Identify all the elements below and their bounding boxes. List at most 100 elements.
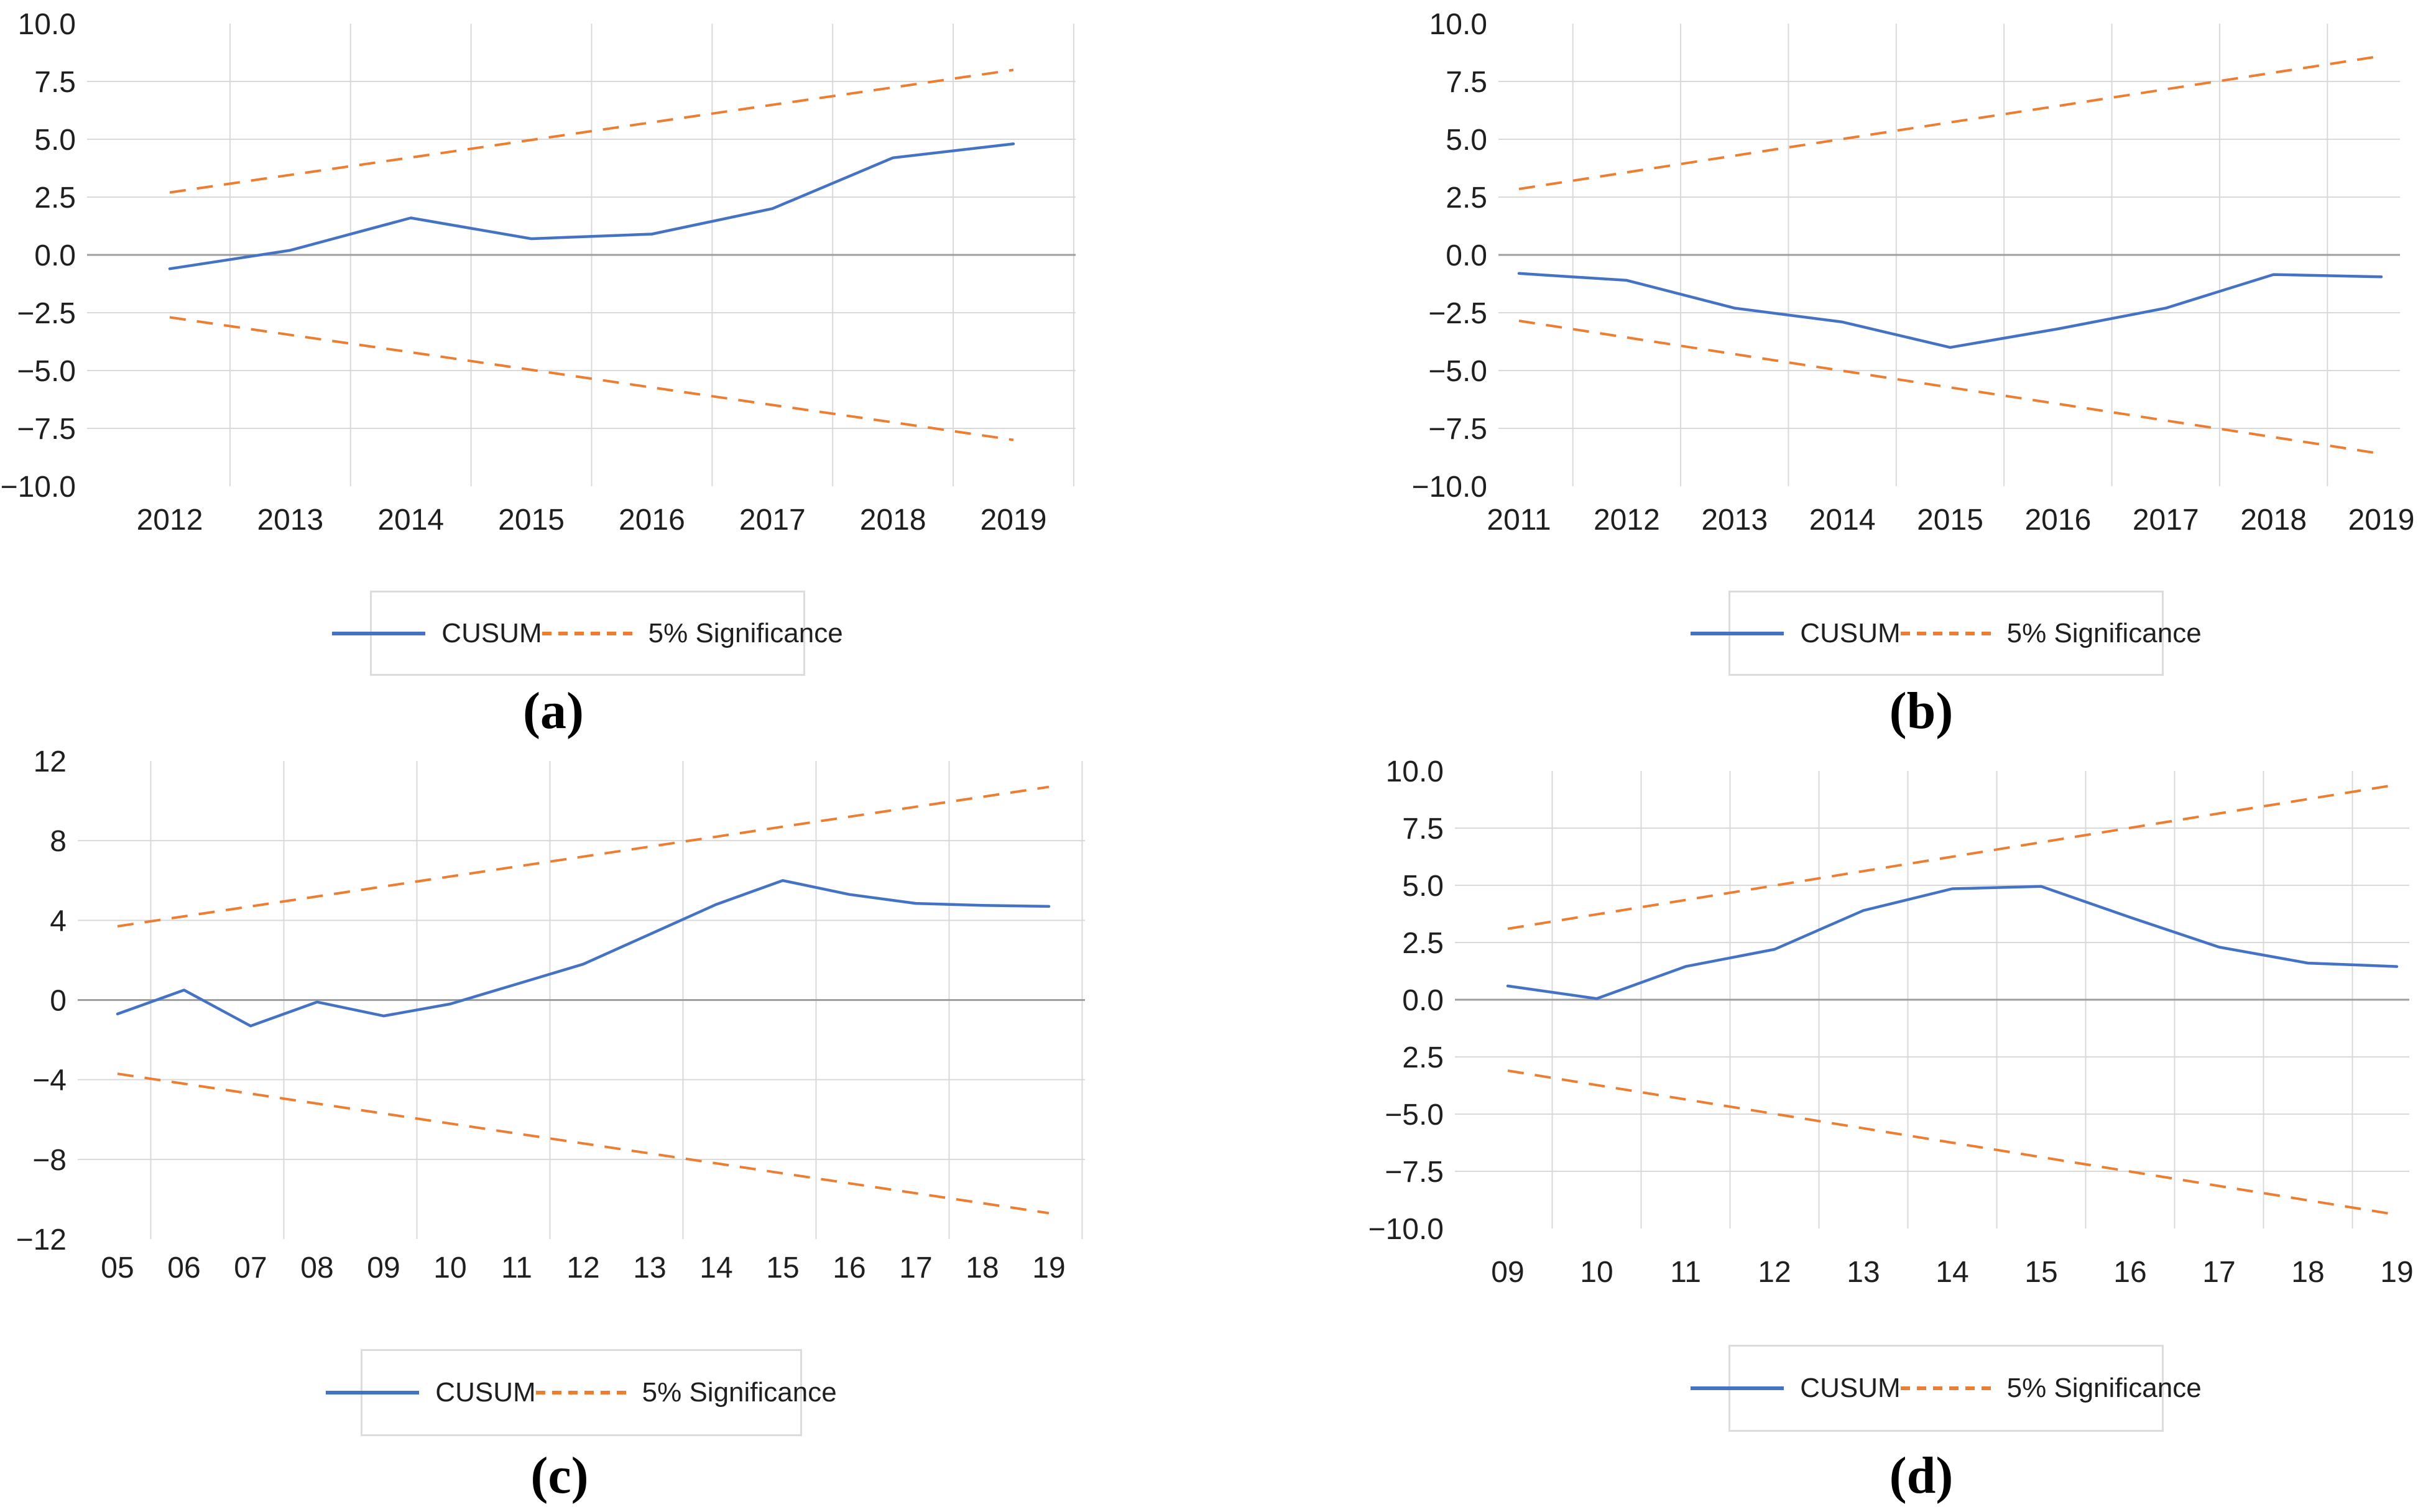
chart-a-x-tick-label: 2018 — [860, 504, 926, 537]
chart-c-y-tick-label: 4 — [50, 905, 67, 938]
chart-a-y-tick-label: 10.0 — [18, 8, 76, 41]
cusum-line-sample-icon — [332, 631, 426, 635]
chart-b-y-tick-label: 0.0 — [1446, 239, 1487, 272]
chart-d-x-tick-label: 18 — [2291, 1256, 2324, 1289]
chart-c-y-tick-label: −12 — [16, 1224, 67, 1256]
legend-cusum-swatch — [326, 1389, 420, 1396]
chart-b-y-tick-label: −5.0 — [1428, 355, 1487, 388]
chart-d-x-tick-label: 09 — [1491, 1256, 1524, 1289]
legend-cusum-label: CUSUM — [435, 1377, 536, 1408]
chart-c-y-tick-label: 12 — [34, 745, 67, 778]
chart-a-y-tick-label: 2.5 — [34, 182, 76, 214]
chart-c-significance-upper-line — [117, 785, 1050, 928]
chart-d-x-tick-label: 13 — [1847, 1256, 1880, 1289]
chart-d-y-tick-label: 2.5 — [1402, 927, 1444, 960]
chart-a: 10.0 7.5 5.0 2.5 0.0 −2.5 −5.0 −7.5 −10.0 2012 201… — [1, 8, 1076, 537]
chart-b-x-tick-label: 2018 — [2240, 504, 2307, 537]
cusum-line-sample-icon — [326, 1391, 420, 1394]
legend-cusum-label: CUSUM — [441, 617, 542, 648]
legend-significance-label: 5% Significance — [642, 1377, 837, 1408]
chart-c: 12 8 4 0 −4 −8 −12 05 06 07 08 09 10 11 12 13 14 15 16 17 18… — [16, 745, 1085, 1284]
chart-d: 10.0 7.5 5.0 2.5 0.0 2.5 −5.0 −7.5 −10.0 09 10 11 12… — [1368, 755, 2414, 1289]
chart-b-significance-lower-line — [1518, 320, 2382, 455]
chart-b-y-tick-label: 5.0 — [1446, 124, 1487, 157]
chart-d-y-tick-label: −7.5 — [1385, 1156, 1444, 1189]
chart-d-y-tick-label: 5.0 — [1402, 870, 1444, 903]
chart-c-x-tick-label: 07 — [234, 1252, 267, 1284]
chart-b-significance-upper-line — [1518, 55, 2382, 190]
chart-b-x-tick-label: 2011 — [1487, 504, 1551, 537]
legend-significance-label: 5% Significance — [2006, 617, 2202, 648]
chart-a-x-tick-label: 2015 — [498, 504, 565, 537]
chart-d-y-tick-label: 2.5 — [1402, 1041, 1444, 1074]
chart-d-x-tick-label: 14 — [1936, 1256, 1968, 1289]
chart-a-x-tick-label: 2014 — [377, 504, 444, 537]
chart-b-y-tick-label: 7.5 — [1446, 66, 1487, 99]
chart-a-y-tick-label: 7.5 — [34, 66, 76, 99]
caption-b: (b) — [1889, 682, 1954, 740]
chart-a-x-tick-label: 2013 — [257, 504, 323, 537]
chart-d-significance-lower-line — [1507, 1069, 2397, 1216]
chart-d-significance-upper-line — [1507, 783, 2397, 930]
chart-d-x-tick-label: 15 — [2024, 1256, 2057, 1289]
caption-a: (a) — [523, 682, 584, 740]
dashed-line-sample-icon — [1900, 1386, 1991, 1390]
chart-a-y-tick-label: −7.5 — [17, 413, 76, 446]
caption-d: (d) — [1889, 1447, 1954, 1505]
chart-c-y-tick-label: −4 — [32, 1064, 67, 1097]
chart-c-x-tick-label: 05 — [101, 1252, 134, 1284]
chart-b-x-tick-label: 2012 — [1594, 504, 1660, 537]
chart-a-x-tick-label: 2016 — [619, 504, 685, 537]
chart-d-x-tick-label: 17 — [2202, 1256, 2235, 1289]
chart-a-y-tick-label: 5.0 — [34, 124, 76, 157]
chart-a-significance-lower-line — [169, 316, 1014, 441]
chart-b-y-tick-label: 10.0 — [1429, 8, 1487, 41]
chart-c-x-tick-label: 16 — [833, 1252, 865, 1284]
chart-a-y-tick-label: −2.5 — [17, 297, 76, 330]
chart-c-x-tick-label: 08 — [300, 1252, 333, 1284]
chart-d-y-tick-label: −5.0 — [1385, 1099, 1444, 1132]
chart-c-x-tick-label: 14 — [699, 1252, 732, 1284]
legend-d: CUSUM 5% Significance — [1691, 1345, 2202, 1432]
chart-b-x-tick-label: 2017 — [2133, 504, 2199, 537]
chart-a-x-tick-label: 2019 — [981, 504, 1047, 537]
chart-c-x-tick-label: 06 — [167, 1252, 200, 1284]
chart-b-x-tick-label: 2013 — [1701, 504, 1768, 537]
chart-b-x-tick-label: 2019 — [2348, 504, 2415, 537]
chart-d-x-tick-label: 11 — [1670, 1256, 1701, 1289]
chart-c-x-tick-label: 19 — [1032, 1252, 1065, 1284]
chart-b-y-tick-label: 2.5 — [1446, 182, 1487, 214]
chart-a-cusum-line — [168, 142, 1015, 270]
chart-c-x-tick-label: 13 — [633, 1252, 666, 1284]
chart-c-x-tick-label: 11 — [501, 1252, 532, 1284]
chart-d-cusum-line — [1506, 885, 2399, 1000]
chart-a-y-tick-label: −10.0 — [1, 471, 76, 504]
chart-a-x-tick-label: 2012 — [137, 504, 203, 537]
legend-b: CUSUM 5% Significance — [1691, 591, 2202, 676]
dashed-line-sample-icon — [535, 1391, 626, 1394]
chart-c-x-tick-label: 15 — [766, 1252, 799, 1284]
cusum-line-sample-icon — [1691, 631, 1784, 635]
chart-d-y-tick-label: −10.0 — [1368, 1213, 1444, 1246]
legend-significance-swatch — [1900, 1385, 1991, 1392]
legend-significance-label: 5% Significance — [648, 617, 843, 648]
chart-d-x-tick-label: 19 — [2380, 1256, 2413, 1289]
chart-d-y-tick-label: 10.0 — [1386, 755, 1444, 788]
legend-significance-swatch — [542, 630, 632, 637]
chart-a-y-tick-label: −5.0 — [17, 355, 76, 388]
chart-a-x-tick-label: 2017 — [739, 504, 806, 537]
chart-c-y-tick-label: 8 — [50, 825, 67, 858]
chart-a-significance-upper-line — [169, 68, 1014, 194]
legend-significance-swatch — [1900, 630, 1991, 637]
cusum-line-sample-icon — [1691, 1386, 1784, 1390]
dashed-line-sample-icon — [542, 631, 632, 635]
legend-cusum-swatch — [1691, 630, 1784, 637]
chart-b-x-tick-label: 2014 — [1809, 504, 1876, 537]
chart-b-cusum-line — [1517, 272, 2383, 349]
chart-c-cusum-line — [116, 879, 1051, 1028]
chart-c-x-tick-label: 10 — [433, 1252, 466, 1284]
chart-b-y-tick-label: −2.5 — [1428, 297, 1487, 330]
